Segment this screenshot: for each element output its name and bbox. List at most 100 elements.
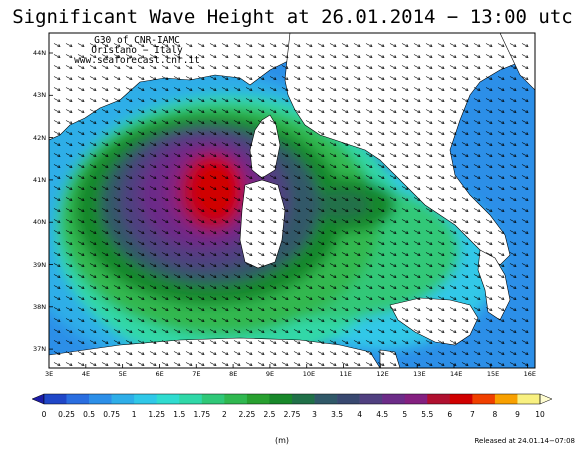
wave-arrow bbox=[65, 76, 73, 80]
wave-arrow bbox=[509, 219, 517, 223]
wave-arrow bbox=[413, 274, 421, 278]
wave-arrow bbox=[425, 76, 433, 80]
wave-arrow bbox=[473, 98, 481, 102]
wave-arrow bbox=[293, 131, 301, 135]
wave-arrow bbox=[389, 186, 397, 190]
wave-arrow bbox=[341, 186, 349, 190]
wave-arrow bbox=[269, 307, 277, 311]
colorbar-swatch bbox=[156, 394, 180, 404]
wave-arrow bbox=[161, 274, 169, 278]
wave-arrow bbox=[317, 362, 325, 366]
wave-arrow bbox=[233, 186, 241, 190]
wave-arrow bbox=[521, 164, 529, 168]
wave-arrow bbox=[377, 43, 385, 47]
wave-arrow bbox=[53, 87, 61, 91]
wave-arrow bbox=[497, 340, 505, 344]
wave-arrow bbox=[449, 296, 457, 300]
wave-arrow bbox=[293, 362, 301, 366]
wave-arrow bbox=[221, 362, 229, 366]
wave-arrow bbox=[53, 219, 61, 223]
wave-arrow bbox=[293, 197, 301, 201]
colorbar-swatch bbox=[44, 394, 67, 404]
wave-arrow bbox=[185, 175, 193, 179]
wave-arrow bbox=[353, 274, 361, 278]
wave-arrow bbox=[521, 263, 529, 267]
wave-arrow bbox=[497, 318, 505, 322]
wave-arrow bbox=[425, 109, 433, 113]
wave-arrow bbox=[281, 318, 289, 322]
wave-arrow bbox=[149, 318, 157, 322]
wave-arrow bbox=[281, 87, 289, 91]
wave-arrow bbox=[497, 164, 505, 168]
wave-arrow bbox=[281, 98, 289, 102]
wave-arrow bbox=[497, 197, 505, 201]
wave-arrow bbox=[209, 362, 217, 366]
wave-arrow bbox=[329, 87, 337, 91]
wave-arrow bbox=[449, 340, 457, 344]
wave-arrow bbox=[185, 296, 193, 300]
wave-arrow bbox=[221, 219, 229, 223]
wave-arrow bbox=[341, 164, 349, 168]
wave-arrow bbox=[353, 296, 361, 300]
wave-arrow bbox=[341, 252, 349, 256]
wave-arrow bbox=[113, 186, 121, 190]
wave-arrow bbox=[245, 175, 253, 179]
wave-arrow bbox=[209, 274, 217, 278]
wave-arrow bbox=[269, 285, 277, 289]
wave-arrow bbox=[353, 142, 361, 146]
wave-arrow bbox=[317, 351, 325, 355]
wave-arrow bbox=[305, 87, 313, 91]
wave-arrow bbox=[293, 175, 301, 179]
wave-arrow bbox=[485, 252, 493, 256]
wave-arrow bbox=[509, 208, 517, 212]
wave-arrow bbox=[461, 76, 469, 80]
wave-arrow bbox=[425, 318, 433, 322]
wave-arrow bbox=[389, 252, 397, 256]
wave-arrow bbox=[161, 76, 169, 80]
wave-arrow bbox=[113, 87, 121, 91]
wave-arrow bbox=[449, 109, 457, 113]
wave-arrow bbox=[101, 131, 109, 135]
wave-arrow bbox=[149, 274, 157, 278]
wave-arrow bbox=[65, 362, 73, 366]
wave-arrow bbox=[101, 252, 109, 256]
wave-arrow bbox=[113, 285, 121, 289]
wave-arrow bbox=[473, 285, 481, 289]
wave-arrow bbox=[317, 109, 325, 113]
wave-arrow bbox=[329, 153, 337, 157]
wave-arrow bbox=[185, 87, 193, 91]
wave-arrow bbox=[437, 197, 445, 201]
wave-arrow bbox=[305, 43, 313, 47]
lon-label: 9E bbox=[265, 370, 275, 378]
wave-arrow bbox=[269, 351, 277, 355]
wave-arrow bbox=[509, 164, 517, 168]
wave-arrow bbox=[377, 142, 385, 146]
wave-arrow bbox=[125, 164, 133, 168]
wave-arrow bbox=[173, 109, 181, 113]
wave-arrow bbox=[473, 175, 481, 179]
wave-arrow bbox=[413, 329, 421, 333]
wave-arrow bbox=[449, 98, 457, 102]
wave-arrow bbox=[437, 241, 445, 245]
wave-arrow bbox=[173, 318, 181, 322]
wave-arrow bbox=[233, 285, 241, 289]
wave-arrow bbox=[293, 252, 301, 256]
wave-arrow bbox=[233, 230, 241, 234]
colorbar-tick-label: 2 bbox=[221, 410, 227, 419]
wave-arrow bbox=[125, 98, 133, 102]
wave-arrow bbox=[125, 43, 133, 47]
wave-arrow bbox=[365, 87, 373, 91]
wave-arrow bbox=[209, 219, 217, 223]
wave-arrow bbox=[77, 54, 85, 58]
wave-arrow bbox=[485, 65, 493, 69]
wave-arrow bbox=[425, 153, 433, 157]
wave-arrow bbox=[437, 208, 445, 212]
wave-arrow bbox=[245, 54, 253, 58]
wave-arrow bbox=[149, 186, 157, 190]
wave-arrow bbox=[221, 197, 229, 201]
wave-arrow bbox=[173, 208, 181, 212]
wave-arrow bbox=[329, 296, 337, 300]
wave-arrow bbox=[77, 142, 85, 146]
wave-arrow bbox=[77, 263, 85, 267]
wave-arrow bbox=[185, 76, 193, 80]
